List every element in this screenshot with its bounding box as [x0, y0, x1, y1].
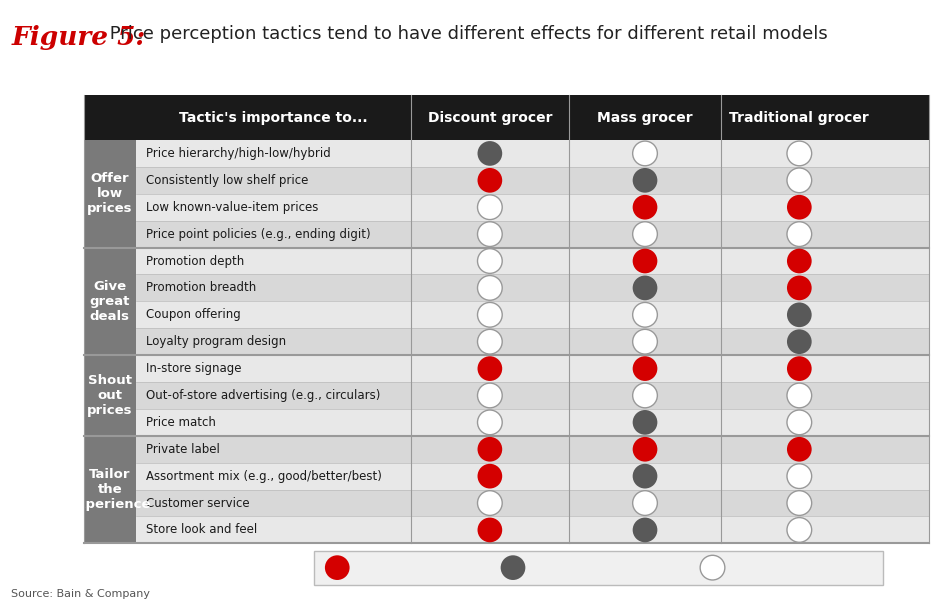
Text: Traditional grocer: Traditional grocer — [730, 111, 869, 125]
Text: Price point policies (e.g., ending digit): Price point policies (e.g., ending digit… — [145, 228, 370, 241]
Ellipse shape — [633, 518, 657, 542]
Ellipse shape — [787, 222, 811, 246]
Bar — [314, 551, 884, 585]
Ellipse shape — [787, 518, 811, 542]
Bar — [136, 382, 929, 409]
Text: In-store signage: In-store signage — [145, 362, 241, 375]
Ellipse shape — [633, 329, 657, 354]
Ellipse shape — [633, 383, 657, 408]
Text: Customer service: Customer service — [145, 497, 249, 510]
Text: Shout
out
prices: Shout out prices — [87, 374, 133, 417]
Bar — [84, 95, 929, 140]
Ellipse shape — [633, 249, 657, 273]
Bar — [136, 409, 929, 436]
Bar — [136, 489, 929, 516]
Text: Source: Bain & Company: Source: Bain & Company — [11, 589, 150, 599]
Ellipse shape — [633, 168, 657, 193]
Ellipse shape — [501, 555, 525, 580]
Bar — [136, 220, 929, 247]
Ellipse shape — [633, 356, 657, 381]
Bar — [136, 436, 929, 463]
Ellipse shape — [478, 491, 503, 515]
Ellipse shape — [633, 491, 657, 515]
Ellipse shape — [787, 383, 811, 408]
Text: Offer
low
prices: Offer low prices — [87, 173, 133, 216]
Bar — [136, 328, 929, 355]
Ellipse shape — [478, 464, 503, 489]
Text: Promotion breadth: Promotion breadth — [145, 281, 256, 294]
Ellipse shape — [478, 329, 503, 354]
Bar — [136, 301, 929, 328]
Bar — [84, 247, 136, 355]
Ellipse shape — [787, 410, 811, 435]
Ellipse shape — [787, 276, 811, 300]
Text: Store look and feel: Store look and feel — [145, 524, 256, 537]
Text: Coupon offering: Coupon offering — [145, 308, 240, 321]
Text: Price hierarchy/high-low/hybrid: Price hierarchy/high-low/hybrid — [145, 147, 331, 160]
Text: Influence very significant: Influence very significant — [357, 561, 516, 574]
Ellipse shape — [478, 168, 503, 193]
Text: Out-of-store advertising (e.g., circulars): Out-of-store advertising (e.g., circular… — [145, 389, 380, 402]
Ellipse shape — [478, 518, 503, 542]
Ellipse shape — [700, 555, 725, 580]
Ellipse shape — [478, 222, 503, 246]
Bar — [84, 140, 136, 247]
Ellipse shape — [478, 195, 503, 220]
Text: Price perception tactics tend to have different effects for different retail mod: Price perception tactics tend to have di… — [104, 25, 828, 42]
Ellipse shape — [325, 555, 350, 580]
Text: Tailor
the
experience: Tailor the experience — [68, 468, 151, 511]
Text: Mass grocer: Mass grocer — [598, 111, 693, 125]
Ellipse shape — [478, 249, 503, 273]
Ellipse shape — [787, 195, 811, 220]
Ellipse shape — [787, 491, 811, 515]
Bar — [84, 355, 136, 436]
Ellipse shape — [787, 356, 811, 381]
Ellipse shape — [478, 383, 503, 408]
Bar — [136, 516, 929, 543]
Ellipse shape — [633, 195, 657, 220]
Ellipse shape — [633, 303, 657, 327]
Ellipse shape — [633, 437, 657, 462]
Text: Tactic's importance to...: Tactic's importance to... — [180, 111, 368, 125]
Text: Price match: Price match — [145, 416, 216, 429]
Text: Promotion depth: Promotion depth — [145, 255, 244, 268]
Text: Discount grocer: Discount grocer — [428, 111, 552, 125]
Ellipse shape — [478, 303, 503, 327]
Text: Give
great
deals: Give great deals — [89, 280, 130, 323]
Bar — [136, 274, 929, 301]
Ellipse shape — [478, 410, 503, 435]
Text: Assortment mix (e.g., good/better/best): Assortment mix (e.g., good/better/best) — [145, 470, 381, 483]
Ellipse shape — [787, 329, 811, 354]
Bar — [136, 463, 929, 489]
Bar — [84, 436, 136, 543]
Text: Figure 5:: Figure 5: — [11, 25, 145, 50]
Ellipse shape — [787, 141, 811, 166]
Ellipse shape — [787, 437, 811, 462]
Ellipse shape — [633, 276, 657, 300]
Ellipse shape — [478, 141, 503, 166]
Ellipse shape — [478, 437, 503, 462]
Text: Influence limited: Influence limited — [732, 561, 838, 574]
Ellipse shape — [633, 141, 657, 166]
Ellipse shape — [787, 464, 811, 489]
Ellipse shape — [787, 168, 811, 193]
Bar — [136, 247, 929, 274]
Ellipse shape — [478, 356, 503, 381]
Ellipse shape — [787, 249, 811, 273]
Ellipse shape — [633, 410, 657, 435]
Ellipse shape — [478, 276, 503, 300]
Text: Private label: Private label — [145, 443, 219, 456]
Ellipse shape — [633, 464, 657, 489]
Bar — [136, 194, 929, 220]
Text: Consistently low shelf price: Consistently low shelf price — [145, 174, 308, 187]
Ellipse shape — [787, 303, 811, 327]
Ellipse shape — [633, 222, 657, 246]
Bar — [136, 167, 929, 194]
Text: Loyalty program design: Loyalty program design — [145, 335, 286, 348]
Bar — [136, 140, 929, 167]
Bar — [136, 355, 929, 382]
Text: Influence somewhat significant: Influence somewhat significant — [533, 561, 729, 574]
Text: Low known-value-item prices: Low known-value-item prices — [145, 201, 318, 214]
